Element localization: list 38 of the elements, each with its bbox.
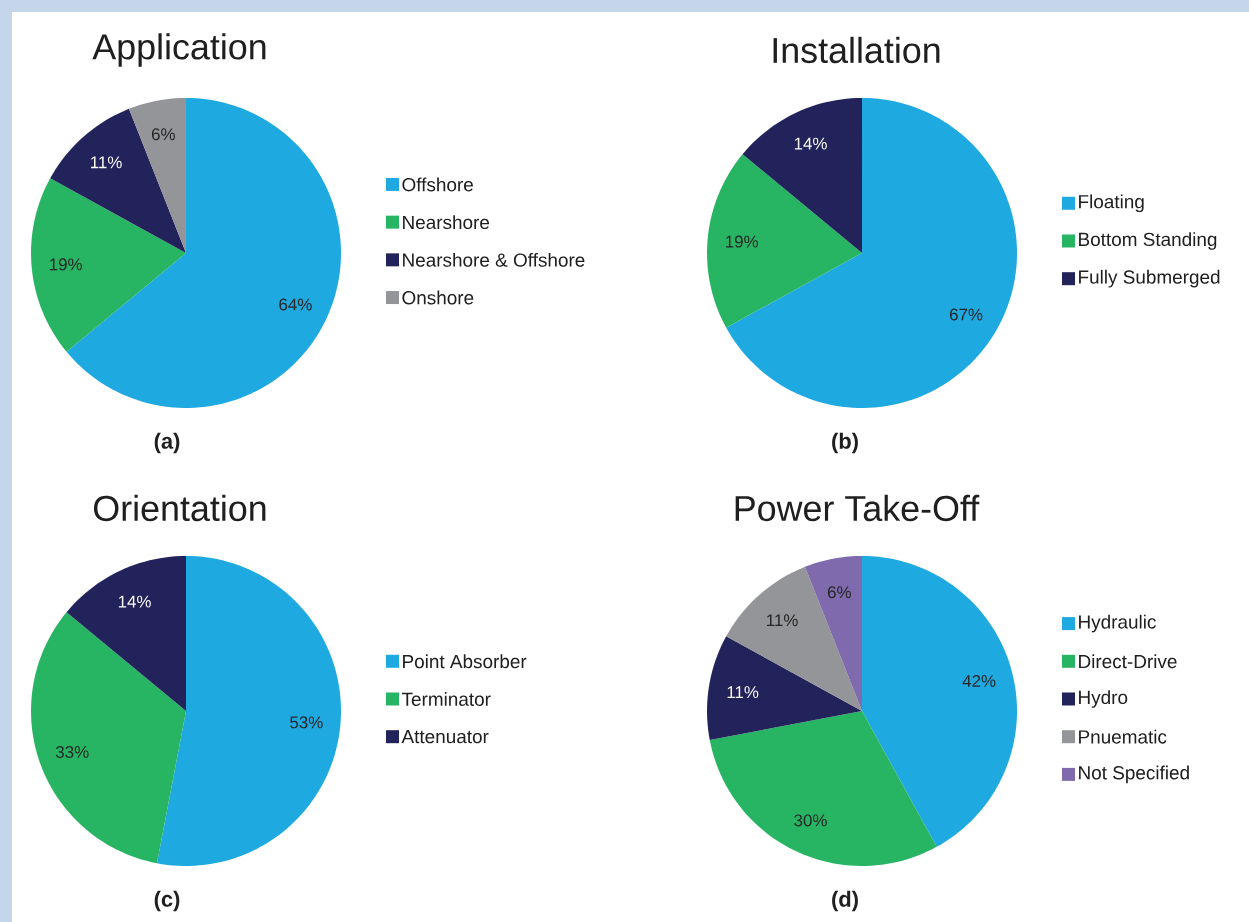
- legend-label: Nearshore: [403, 215, 490, 230]
- data-label: 11%: [727, 686, 759, 698]
- data-label: 19%: [49, 258, 82, 271]
- data-label: 6%: [827, 586, 851, 599]
- legend-label: Terminator: [401, 692, 491, 706]
- legend-label: Direct-Drive: [1079, 654, 1177, 669]
- data-label: 64%: [279, 298, 312, 311]
- text: (a): [154, 432, 180, 454]
- chart-title: Installation: [773, 36, 940, 64]
- data-label: 11%: [767, 614, 798, 627]
- legend-label: Not Specified: [1079, 765, 1189, 784]
- data-label: 53%: [290, 716, 323, 729]
- data-label: 67%: [949, 308, 983, 321]
- legend-label: Hydraulic: [1079, 614, 1156, 633]
- data-label: 33%: [55, 745, 89, 758]
- legend-label: Attenuator: [401, 730, 489, 744]
- legend-label: Point Absorber: [403, 654, 527, 669]
- legend-label: Pnuematic: [1079, 729, 1167, 744]
- text: (c): [154, 890, 180, 912]
- data-label: 14%: [794, 137, 827, 150]
- legend-label: Onshore: [402, 290, 474, 305]
- legend-label: Hydro: [1079, 690, 1128, 708]
- legend-label: Floating: [1079, 194, 1144, 213]
- legend-label: Bottom Standing: [1079, 232, 1217, 250]
- chart-title: Orientation: [93, 494, 266, 522]
- data-label: 6%: [151, 128, 175, 141]
- data-label: 30%: [794, 814, 827, 827]
- data-label: 19%: [725, 235, 758, 248]
- legend-label: Offshore: [402, 177, 473, 192]
- data-label: 11%: [91, 156, 122, 169]
- text: (d): [832, 890, 858, 912]
- legend-label: Fully Submerged: [1079, 269, 1220, 288]
- data-label: 42%: [962, 674, 996, 687]
- chart-title: Application: [92, 33, 266, 67]
- text: (b): [832, 432, 858, 454]
- chart-title: Power Take-Off: [735, 494, 980, 522]
- legend-label: Nearshore & Offshore: [403, 252, 585, 267]
- data-label: 14%: [118, 595, 151, 608]
